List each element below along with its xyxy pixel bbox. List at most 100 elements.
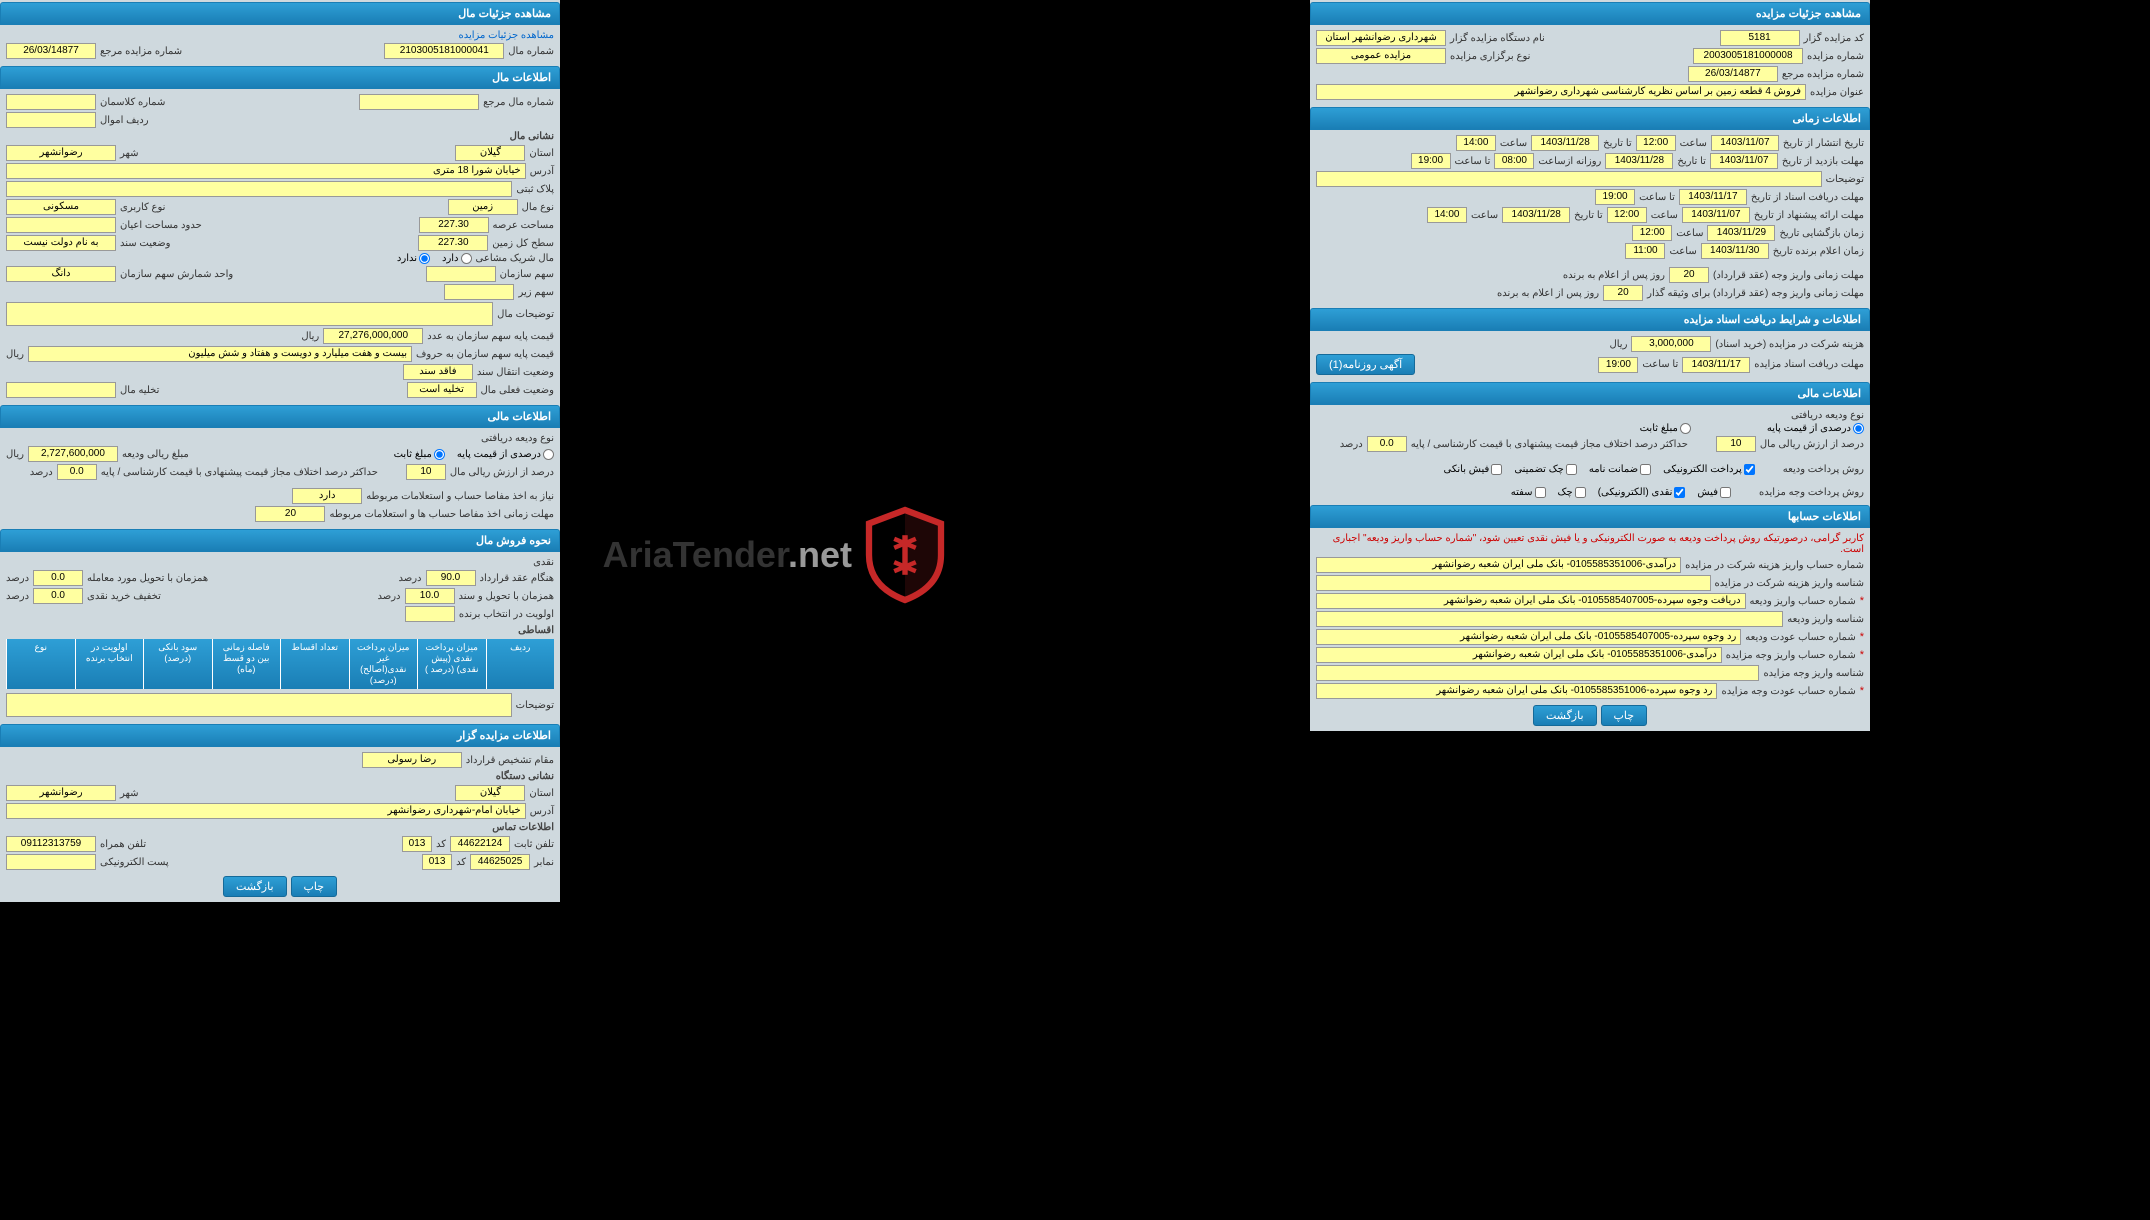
field-doc-rec-to: 19:00 [1595, 189, 1635, 205]
label-daily: روزانه ازساعت [1538, 156, 1601, 167]
lbl-city: شهر [120, 148, 139, 159]
label-guarantee-deadline: مهلت زمانی واریز وجه (عقد قرارداد) برای … [1647, 288, 1864, 299]
lbl-base-num: قیمت پایه سهم سازمان به عدد [427, 331, 554, 342]
lbl-base-text: قیمت پایه سهم سازمان به حروف [416, 349, 554, 360]
label-pay-method: روش پرداخت ودیعه [1783, 464, 1864, 475]
lbl-cash: نقدی [533, 557, 554, 568]
field-area: 227.30 [419, 217, 489, 233]
lbl-transfer: وضعیت انتقال سند [477, 367, 554, 378]
field-fee: 3,000,000 [1631, 336, 1711, 352]
field-org: شهرداری رضوانشهر استان [1316, 30, 1446, 46]
sub-contact: اطلاعات تماس [6, 822, 554, 833]
field-faxcode: 013 [422, 854, 452, 870]
lbl-fax: نمابر [534, 857, 554, 868]
accounts-warning: کاربر گرامی، درصورتیکه روش پرداخت ودیعه … [1316, 533, 1864, 555]
lbl-acc5: شماره حساب عودت ودیعه [1745, 632, 1855, 643]
field-cashdisc: 0.0 [33, 588, 83, 604]
field-rec-time: 19:00 [1598, 357, 1638, 373]
logo-text-1: AriaTender [603, 534, 788, 575]
lbl-pct-suffix: درصد [1340, 439, 1363, 450]
col-4: تعداد اقساط [280, 639, 349, 689]
lbl-offer-endtime: ساعت [1471, 210, 1498, 221]
field-org-city: رضوانشهر [6, 785, 116, 801]
check-m-cash[interactable]: نقدی (الکترونیکی) [1598, 487, 1686, 498]
lbl-org-addr: آدرس [530, 806, 554, 817]
label-days-after-2: روز پس از اعلام به برنده [1497, 288, 1599, 299]
logo-text-2: .net [788, 534, 852, 575]
section-header-accounts: اطلاعات حسابها [1310, 505, 1870, 528]
label-auction-pay: روش پرداخت وجه مزایده [1759, 487, 1864, 498]
back-button-l[interactable]: بازگشت [223, 876, 287, 897]
lbl-acc2: شناسه واریز هزینه شرکت در مزایده [1715, 578, 1864, 589]
sub-org-addr: نشانی دستگاه [6, 771, 554, 782]
col-6: میزان پرداخت نقدی (پیش نقدی) (درصد ) [417, 639, 486, 689]
lbl-shared: مال شریک مشاعی [476, 253, 554, 264]
field-pct-l: 10 [406, 464, 446, 480]
lbl-yes: دارد [442, 253, 459, 264]
lbl-zamanat: ضمانت نامه [1589, 464, 1638, 475]
field-num: 2003005181000008 [1693, 48, 1803, 64]
field-fax: 44625025 [470, 854, 530, 870]
field-province: گیلان [455, 145, 525, 161]
field-eviction [6, 382, 116, 398]
lbl-pctsuf-l: درصد [30, 467, 53, 478]
lbl-mobile: تلفن همراه [100, 839, 146, 850]
lbl-check: چک تضمینی [1514, 464, 1564, 475]
lbl-m-check: چک [1558, 487, 1573, 498]
lbl-ayan: حدود مساحت اعیان [120, 220, 202, 231]
radio-no[interactable]: ندارد [397, 253, 430, 264]
lbl-org-prov: استان [529, 788, 554, 799]
field-mobile: 09112313759 [6, 836, 96, 852]
check-m-safteh[interactable]: سفته [1511, 487, 1546, 498]
col-0: نوع [6, 639, 75, 689]
label-time: ساعت [1680, 138, 1707, 149]
check-m-check[interactable]: چک [1558, 487, 1586, 498]
lbl-offer-time: ساعت [1651, 210, 1678, 221]
lbl-prop-ref: شماره مزایده مرجع [100, 46, 182, 57]
print-button-r[interactable]: چاپ [1601, 705, 1648, 726]
lbl-m-fish: فیش [1697, 487, 1718, 498]
lbl-use: نوع کاربری [120, 202, 165, 213]
lbl-pct-l: درصدی از قیمت پایه [457, 449, 541, 460]
label-currency: ریال [1609, 339, 1627, 350]
radio-pct-base[interactable]: درصدی از قیمت پایه [1767, 423, 1864, 434]
lbl-ondelivery: همزمان با تحویل و سند [459, 591, 555, 602]
check-zamanat[interactable]: ضمانت نامه [1589, 464, 1651, 475]
field-prop-notes [6, 302, 493, 326]
daily-ad-button[interactable]: آگهی روزنامه(1) [1316, 354, 1415, 375]
label-time-2: ساعت [1500, 138, 1527, 149]
view-auction-link[interactable]: مشاهده جزئیات مزایده [458, 30, 554, 41]
label-fee: هزینه شرکت در مزایده (خرید اسناد) [1715, 339, 1864, 350]
field-addr: خیابان شورا 18 متری [6, 163, 526, 179]
check-elec[interactable]: پرداخت الکترونیکی [1663, 464, 1755, 475]
lbl-pct-base: درصدی از قیمت پایه [1767, 423, 1851, 434]
sub-installments: اقساطی [6, 625, 554, 636]
radio-fixed[interactable]: مبلغ ثابت [1640, 423, 1691, 434]
field-share [426, 266, 496, 282]
field-acc2 [1316, 575, 1711, 591]
field-acc1: درآمدی-0105585351006- بانک ملی ایران شعب… [1316, 557, 1681, 573]
label-open: زمان بازگشایی تاریخ [1779, 228, 1864, 239]
back-button-r[interactable]: بازگشت [1533, 705, 1597, 726]
print-button-l[interactable]: چاپ [291, 876, 338, 897]
field-below [444, 284, 514, 300]
label-daily-to: تا ساعت [1455, 156, 1491, 167]
check-m-fish[interactable]: فیش [1697, 487, 1731, 498]
radio-pct-l[interactable]: درصدی از قیمت پایه [457, 449, 554, 460]
lbl-fish: فیش بانکی [1444, 464, 1490, 475]
lbl-area: مساحت عرصه [493, 220, 554, 231]
field-title: فروش 4 قطعه زمین بر اساس نظریه کارشناسی … [1316, 84, 1806, 100]
label-winner: زمان اعلام برنده تاریخ [1773, 246, 1864, 257]
radio-fix-l[interactable]: مبلغ ثابت [394, 449, 445, 460]
lbl-parent: شماره مال مرجع [483, 97, 554, 108]
check-fish[interactable]: فیش بانکی [1444, 464, 1503, 475]
field-ref: 26/03/14877 [1688, 66, 1778, 82]
field-acc4 [1316, 611, 1783, 627]
radio-yes[interactable]: دارد [442, 253, 472, 264]
lbl-maltype: نوع مال [522, 202, 554, 213]
field-code: 5181 [1720, 30, 1800, 46]
lbl-clearance-days: مهلت زمانی اخذ مفاصا حساب ها و استعلامات… [329, 509, 554, 520]
check-check[interactable]: چک تضمینی [1514, 464, 1577, 475]
field-prop-ref: 26/03/14877 [6, 43, 96, 59]
lbl-inst-notes: توضیحات [516, 700, 554, 711]
